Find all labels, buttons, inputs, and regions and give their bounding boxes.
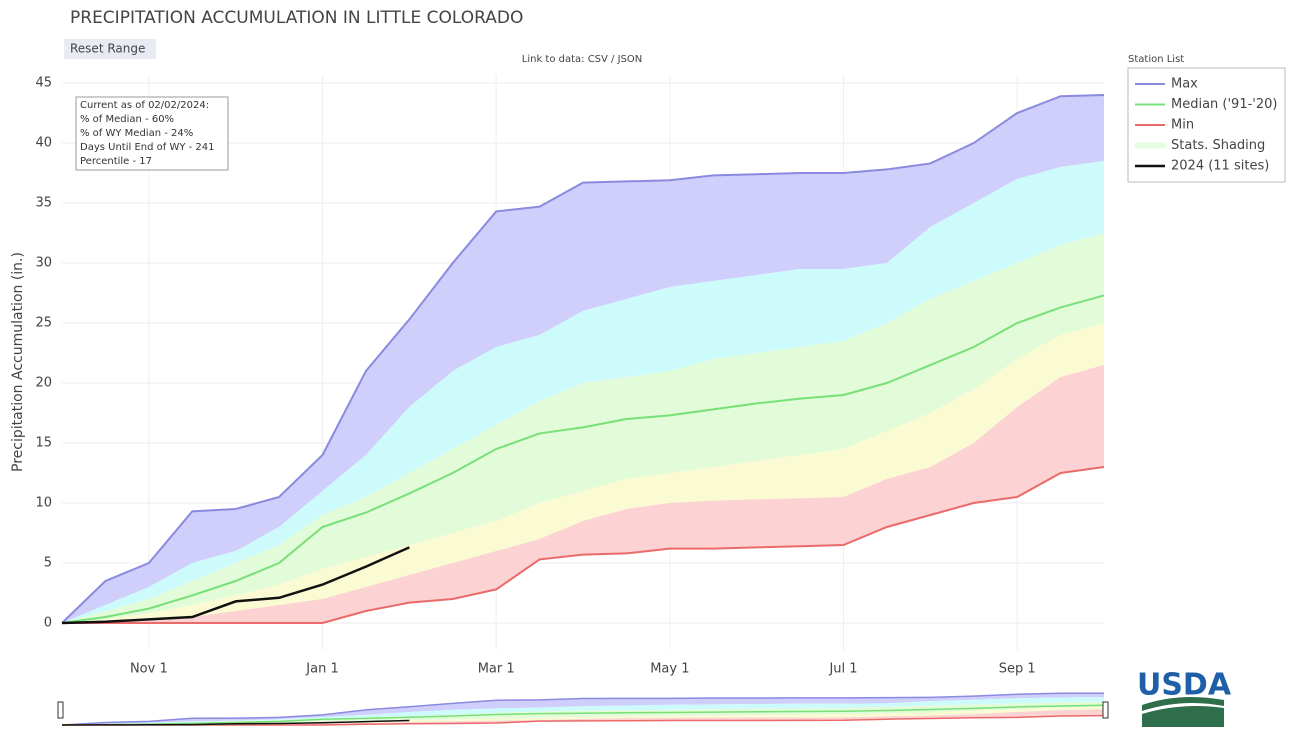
reset-button[interactable]: Reset Range <box>70 42 145 56</box>
annotation-text: Days Until End of WY - 241 <box>80 142 215 153</box>
x-tick-label: May 1 <box>650 662 689 677</box>
x-tick-label: Mar 1 <box>478 662 515 677</box>
slider-line <box>62 714 1105 726</box>
series-line <box>61 294 1105 624</box>
y-tick-label: 35 <box>35 196 52 211</box>
slider-line <box>61 704 1105 726</box>
legend-label: Max <box>1171 77 1198 92</box>
legend-title: Station List <box>1128 54 1184 65</box>
annotation-text: Percentile - 17 <box>80 156 152 167</box>
legend-label: Stats. Shading <box>1171 138 1265 153</box>
shading-band <box>62 365 1104 624</box>
annotation-text: % of Median - 60% <box>80 114 174 125</box>
data-link[interactable]: Link to data: CSV / JSON <box>522 54 643 65</box>
y-tick-label: 0 <box>44 616 52 631</box>
shading-band <box>62 161 1104 624</box>
slider-band <box>62 697 1104 725</box>
shading-band <box>62 95 1104 624</box>
x-tick-label: Jan 1 <box>305 662 338 677</box>
series-line <box>62 466 1105 625</box>
y-tick-label: 40 <box>35 136 52 151</box>
shading-band <box>62 323 1104 624</box>
range-handle[interactable] <box>57 701 64 719</box>
slider-line <box>61 719 410 726</box>
chart-title: PRECIPITATION ACCUMULATION IN LITTLE COL… <box>70 8 523 28</box>
logo-graphic <box>1142 696 1224 727</box>
annotation-text: % of WY Median - 24% <box>80 128 193 139</box>
x-tick-label: Sep 1 <box>999 662 1036 677</box>
y-tick-label: 30 <box>35 256 52 271</box>
slider-line <box>61 692 1105 726</box>
series-line <box>61 94 1105 624</box>
annotation-box <box>75 96 229 171</box>
x-tick-label: Nov 1 <box>130 662 168 677</box>
legend-label: Min <box>1171 118 1194 133</box>
y-axis-label: Precipitation Accumulation (in.) <box>10 252 26 472</box>
series-line <box>61 546 410 625</box>
y-tick-label: 25 <box>35 316 52 331</box>
slider-band <box>62 706 1104 725</box>
annotation-text: Current as of 02/02/2024: <box>80 100 209 111</box>
x-tick-label: Jul 1 <box>828 662 857 677</box>
y-tick-label: 5 <box>44 556 52 571</box>
legend-label: 2024 (11 sites) <box>1171 159 1269 174</box>
range-handle[interactable] <box>1102 701 1109 719</box>
y-tick-label: 15 <box>35 436 52 451</box>
y-tick-label: 45 <box>35 76 52 91</box>
slider-band <box>62 709 1104 725</box>
y-tick-label: 20 <box>35 376 52 391</box>
y-tick-label: 10 <box>35 496 52 511</box>
reset-button-bg[interactable] <box>64 39 156 59</box>
logo: USDA <box>1137 668 1232 703</box>
legend-label: Median ('91-'20) <box>1171 97 1277 112</box>
